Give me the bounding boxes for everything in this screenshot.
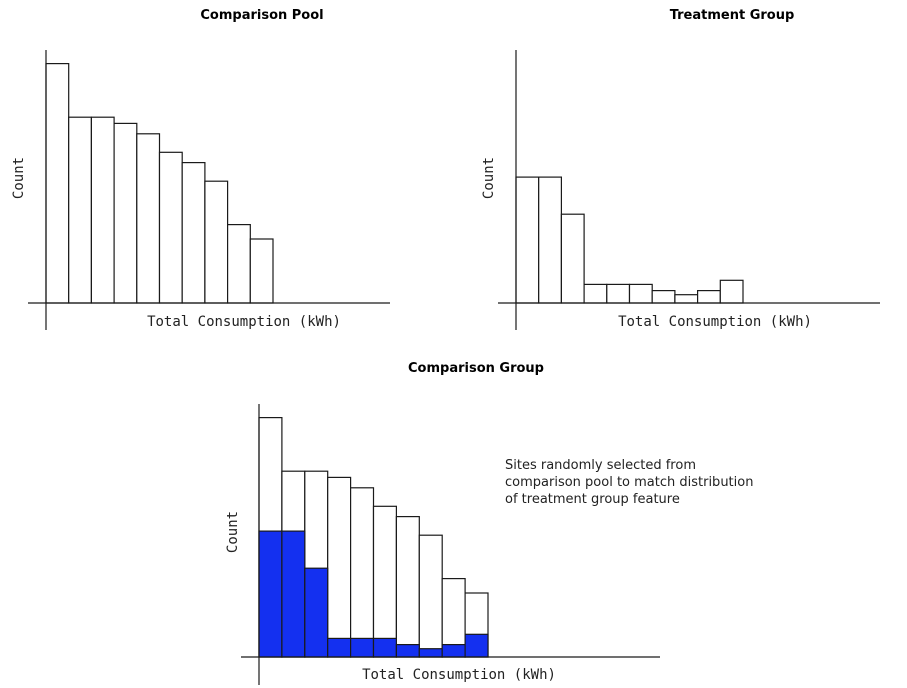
bar-2: [538, 176, 563, 304]
bar-4: [583, 283, 608, 304]
bar-7: [181, 162, 206, 304]
treatment-group-plot: [498, 50, 880, 330]
bar-5: [136, 133, 161, 304]
comparison-group-plot: [241, 404, 660, 685]
bar-7: [651, 290, 676, 304]
bar-8: [418, 534, 443, 658]
bar-treatment-10: [464, 633, 489, 658]
bar-treatment-3: [304, 567, 329, 658]
bar-10: [719, 279, 744, 304]
bar-6: [372, 505, 397, 658]
bar-treatment-4: [327, 637, 352, 658]
bar-6: [628, 283, 653, 304]
bar-10: [249, 238, 274, 304]
bar-5: [350, 487, 375, 658]
comparison-group-title: Comparison Group: [408, 361, 544, 376]
bar-2: [68, 116, 92, 304]
bar-4: [327, 476, 352, 658]
treatment-group-ylabel: Count: [481, 156, 497, 200]
bar-9: [696, 290, 721, 304]
bar-3: [90, 116, 115, 304]
bar-treatment-5: [350, 637, 375, 658]
bar-5: [606, 283, 631, 304]
comparison-pool-plot: [28, 50, 390, 330]
bar-treatment-8: [418, 648, 443, 658]
bar-6: [158, 151, 183, 304]
comparison-pool-ylabel: Count: [11, 156, 27, 200]
bar-1: [45, 62, 70, 304]
bar-treatment-7: [395, 643, 420, 658]
comparison-group-ylabel: Count: [225, 510, 241, 554]
bar-treatment-2: [281, 530, 306, 658]
bar-treatment-6: [372, 637, 397, 658]
bar-7: [395, 515, 420, 658]
comparison-group-xlabel: Total Consumption (kWh): [362, 667, 556, 683]
bar-8: [204, 180, 229, 304]
comparison-pool-xlabel: Total Consumption (kWh): [147, 314, 341, 330]
bar-9: [227, 224, 251, 304]
selection-annotation: Sites randomly selected from comparison …: [505, 458, 754, 507]
bar-3: [560, 213, 585, 304]
bar-8: [674, 294, 699, 304]
bar-4: [113, 122, 138, 304]
bar-1: [515, 176, 540, 304]
comparison-pool-title: Comparison Pool: [200, 8, 324, 23]
bar-treatment-9: [441, 643, 466, 658]
bar-treatment-1: [258, 530, 283, 658]
treatment-group-title: Treatment Group: [669, 8, 795, 23]
treatment-group-xlabel: Total Consumption (kWh): [618, 314, 812, 330]
